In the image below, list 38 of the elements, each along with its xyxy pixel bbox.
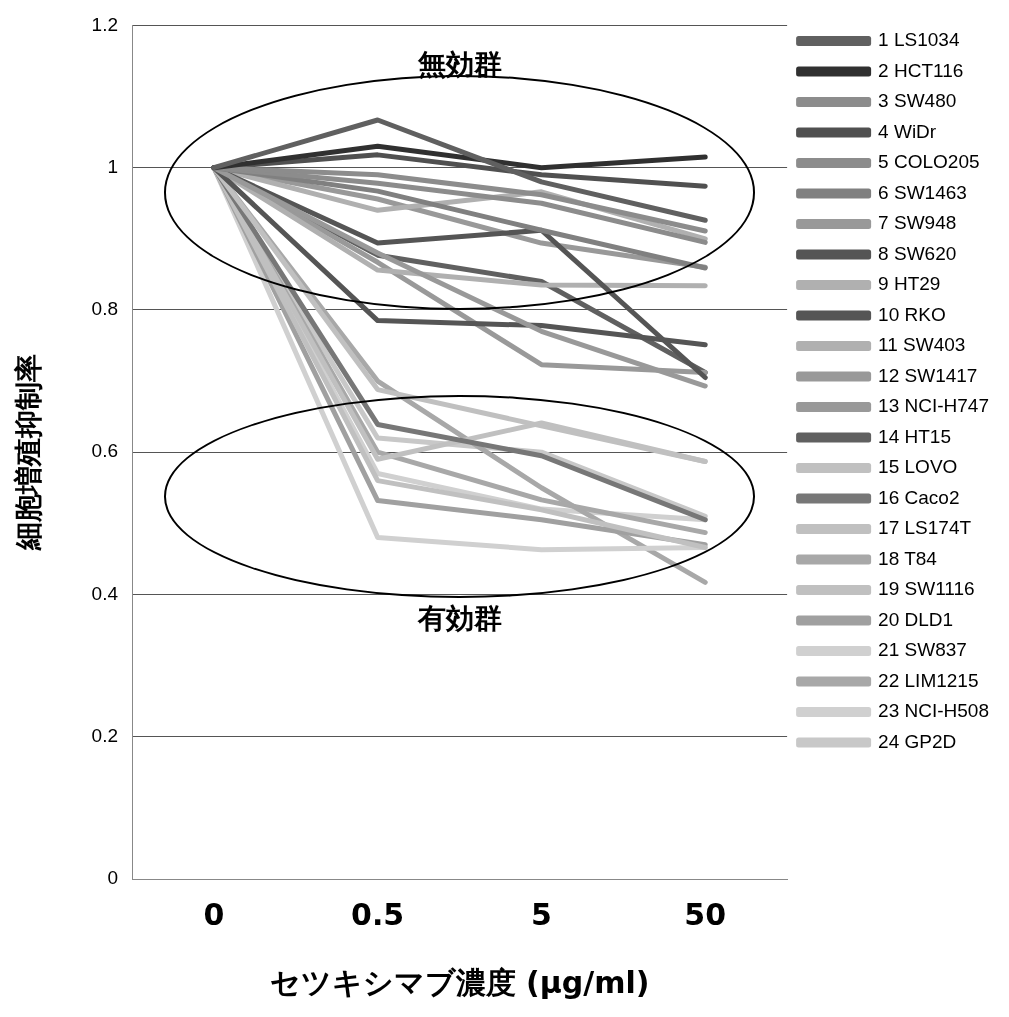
legend-label: 17 LS174T: [878, 517, 972, 539]
legend-label: 16 Caco2: [878, 486, 960, 508]
legend-label: 4 WiDr: [878, 120, 937, 142]
x-axis-title: セツキシマブ濃度 (μg/ml): [269, 964, 650, 1000]
legend-label: 20 DLD1: [878, 608, 954, 630]
y-tick-label: 1: [107, 155, 119, 177]
legend-label: 2 HCT116: [878, 59, 964, 81]
y-tick-label: 0.6: [91, 440, 119, 462]
legend-label: 10 RKO: [878, 303, 946, 325]
y-tick-label: 0.4: [91, 582, 119, 604]
legend-label: 7 SW948: [878, 212, 957, 234]
legend-label: 8 SW620: [878, 242, 957, 264]
annotation: 有効群: [417, 601, 502, 638]
legend-label: 19 SW1116: [878, 578, 975, 600]
legend-label: 12 SW1417: [878, 364, 978, 386]
x-tick-label: 5: [531, 896, 552, 932]
y-tick-label: 1.2: [91, 13, 119, 35]
legend-label: 1 LS1034: [878, 29, 960, 51]
x-tick-label: 0: [203, 896, 225, 932]
x-tick-label: 50: [684, 896, 727, 932]
y-tick-label: 0: [107, 867, 119, 889]
y-axis-title: 細胞増殖抑制率: [12, 354, 46, 552]
x-tick-label: 0.5: [351, 896, 405, 932]
legend-label: 6 SW1463: [878, 181, 967, 203]
legend-label: 15 LOVO: [878, 456, 958, 478]
legend-label: 5 COLO205: [878, 151, 980, 173]
legend-label: 23 NCI-H508: [878, 700, 990, 722]
legend-label: 14 HT15: [878, 425, 951, 447]
legend-label: 21 SW837: [878, 639, 967, 661]
legend-label: 11 SW403: [878, 334, 966, 356]
legend-label: 9 HT29: [878, 273, 941, 295]
legend-label: 22 LIM1215: [878, 669, 979, 691]
legend-label: 3 SW480: [878, 90, 957, 112]
legend-label: 24 GP2D: [878, 730, 957, 752]
y-tick-label: 0.2: [91, 724, 119, 746]
legend-label: 13 NCI-H747: [878, 395, 990, 417]
legend-label: 18 T84: [878, 547, 938, 569]
y-tick-label: 0.8: [91, 298, 119, 320]
